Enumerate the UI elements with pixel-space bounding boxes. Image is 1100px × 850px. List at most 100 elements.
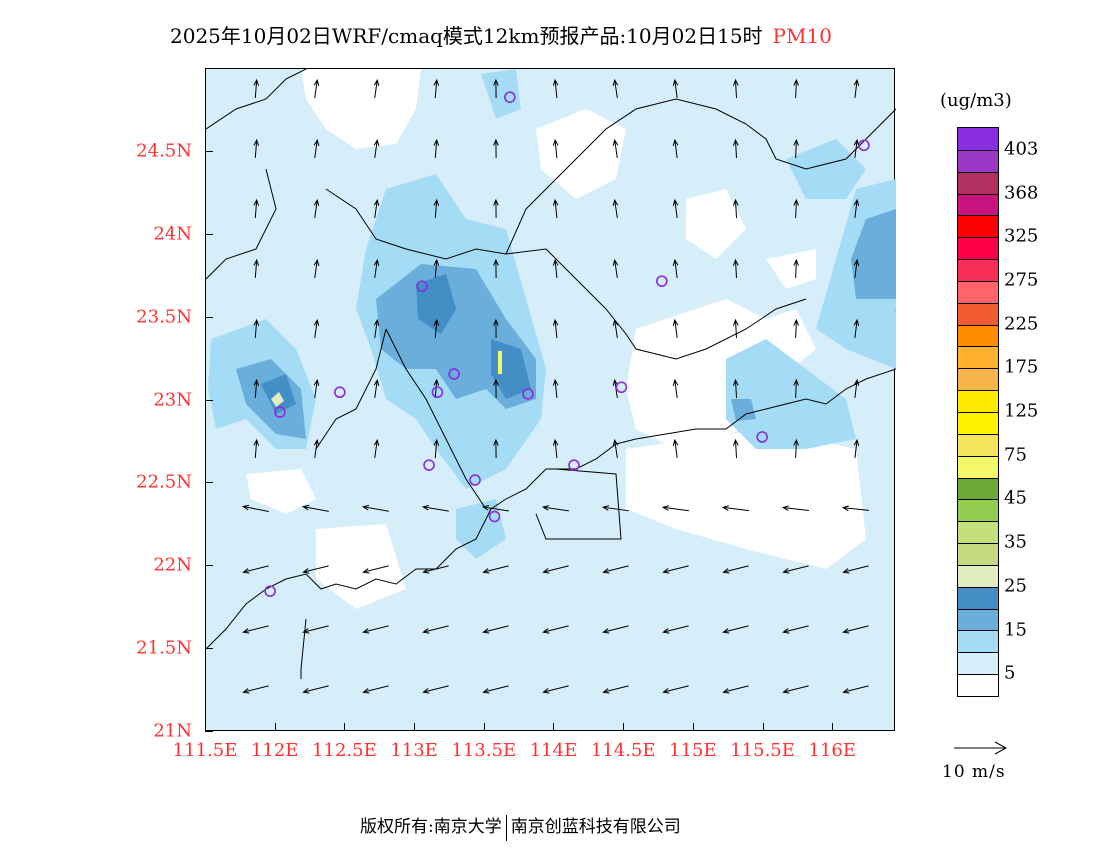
wind-arrow [302, 565, 329, 574]
wind-arrow [722, 685, 749, 694]
wind-arrow [433, 258, 440, 279]
wind-arrow [253, 258, 260, 279]
field-white [766, 249, 816, 289]
wind-arrow [313, 78, 320, 98]
wind-arrow [242, 685, 269, 694]
station-marker [756, 431, 768, 443]
wind-arrow [672, 378, 679, 398]
colorbar-label: 403 [1004, 138, 1039, 160]
wind-arrow [672, 138, 679, 158]
colorbar-label: 45 [1004, 487, 1027, 509]
wind-arrow [612, 438, 619, 458]
lon-tick [205, 723, 206, 731]
lon-tick-label: 113E [390, 740, 438, 761]
wind-arrow [853, 198, 860, 218]
wind-arrow [662, 685, 689, 694]
wind-arrow [842, 685, 869, 694]
colorbar-band [958, 324, 998, 347]
wind-arrow [493, 378, 499, 399]
wind-arrow [422, 685, 449, 694]
wind-arrow [253, 78, 260, 99]
lat-tick-label: 21N [153, 720, 192, 742]
wind-arrow [672, 318, 679, 338]
lat-tick-label: 22.5N [136, 471, 192, 493]
lat-tick-label: 22N [153, 554, 192, 576]
field-15 [726, 339, 856, 449]
wind-arrow [602, 565, 629, 574]
station-marker [858, 139, 870, 152]
wind-arrow [493, 78, 499, 99]
station-marker [431, 386, 444, 399]
map-canvas [205, 68, 908, 694]
wind-arrow [853, 318, 860, 338]
station-marker [469, 474, 481, 486]
wind-arrow [732, 198, 739, 219]
wind-arrow [612, 258, 619, 278]
variable-label: PM10 [772, 24, 832, 48]
wind-arrow [493, 138, 499, 159]
concentration-field [208, 69, 896, 609]
wind-arrow [552, 438, 559, 459]
wind-arrow [482, 685, 509, 694]
wind-arrow [612, 138, 619, 158]
wind-arrow [842, 625, 869, 634]
lon-tick-label: 114E [529, 740, 578, 761]
wind-arrow [253, 138, 260, 159]
wind-arrow [732, 378, 739, 399]
copyright-footer: 版权所有:南京大学 南京创蓝科技有限公司 [360, 812, 681, 841]
lon-tick [692, 723, 694, 731]
wind-arrow [721, 505, 749, 512]
colorbar-band [958, 346, 998, 369]
station-marker [264, 585, 276, 597]
colorbar-label: 325 [1004, 225, 1039, 247]
wind-arrow [793, 78, 799, 99]
lon-tick [344, 723, 346, 731]
station-marker [522, 388, 534, 400]
wind-arrow [601, 505, 629, 512]
colorbar-label: 75 [1004, 444, 1027, 466]
colorbar-band [958, 128, 998, 150]
colorbar-band [958, 368, 998, 391]
footer-divider [505, 814, 507, 841]
wind-arrow [672, 78, 679, 98]
wind-arrow [841, 505, 869, 511]
wind-arrow [793, 378, 799, 399]
field-white [626, 299, 816, 449]
wind-arrow [433, 378, 440, 399]
station-marker [423, 459, 435, 471]
colorbar-band [958, 237, 998, 260]
wind-arrow [362, 685, 389, 694]
colorbar-band [958, 280, 998, 303]
colorbar-band [958, 193, 998, 216]
colorbar-unit: (ug/m3) [940, 90, 1012, 111]
wind-arrow [313, 378, 320, 398]
colorbar-band [958, 390, 998, 412]
lat-tick [205, 731, 213, 732]
colorbar [957, 127, 999, 697]
wind-arrow [662, 625, 689, 634]
wind-arrow [242, 625, 269, 634]
wind-vectors [241, 78, 869, 694]
field-white [626, 429, 866, 569]
wind-arrow [542, 565, 569, 574]
coastline [205, 68, 897, 679]
station-marker [656, 275, 668, 287]
colorbar-band [958, 259, 998, 281]
field-25 [851, 209, 896, 299]
lat-tick [205, 316, 213, 318]
colorbar-label: 125 [1004, 400, 1039, 422]
wind-arrow [732, 258, 739, 279]
colorbar-band [958, 411, 998, 434]
colorbar-band [958, 543, 998, 565]
lon-tick [483, 723, 485, 731]
wind-arrow [313, 438, 320, 458]
wind-arrow [373, 258, 380, 278]
colorbar-label: 15 [1004, 619, 1027, 641]
colorbar-band [958, 433, 998, 456]
lat-tick-label: 23.5N [136, 306, 192, 328]
wind-arrow [433, 318, 440, 339]
wind-arrow [542, 685, 569, 694]
station-marker [504, 91, 516, 103]
lat-tick [205, 399, 213, 401]
wind-arrow [793, 438, 799, 459]
